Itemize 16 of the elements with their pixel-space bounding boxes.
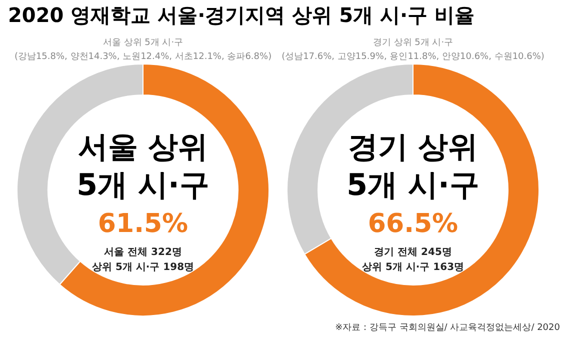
text: 경기 전체 245명: [374, 247, 452, 258]
chart-subtitle: 서울 상위 5개 시·구: [102, 38, 184, 48]
text: 상위 5개 시·구 198명: [92, 262, 194, 273]
text: (강남15.8%, 양천14.3%, 노원12.4%, 서초12.1%, 송파6.8%): [14, 52, 272, 62]
text: 상위 5개 시·구 163명: [362, 262, 464, 273]
text: (성남17.6%, 고양15.9%, 용인11.8%, 안양10.6%, 수원10.6%): [282, 52, 544, 62]
chart-title: 2020 영재학교 서울·경기지역 상위 5개 시·구 비율: [8, 3, 475, 27]
data-label: 66.5%: [368, 209, 458, 239]
text: ※자료 : 강득구 국회의원실/ 사교육걱정없는세상/ 2020: [335, 323, 560, 333]
data-label: 61.5%: [98, 209, 188, 239]
text: 5개 시·구: [76, 168, 210, 203]
text: 경기 상위: [348, 130, 478, 165]
text: 5개 시·구: [346, 168, 480, 203]
text: 서울 전체 322명: [104, 247, 182, 258]
chart-subtitle: 경기 상위 5개 시·구: [372, 38, 454, 48]
text: 서울 상위: [78, 130, 208, 165]
